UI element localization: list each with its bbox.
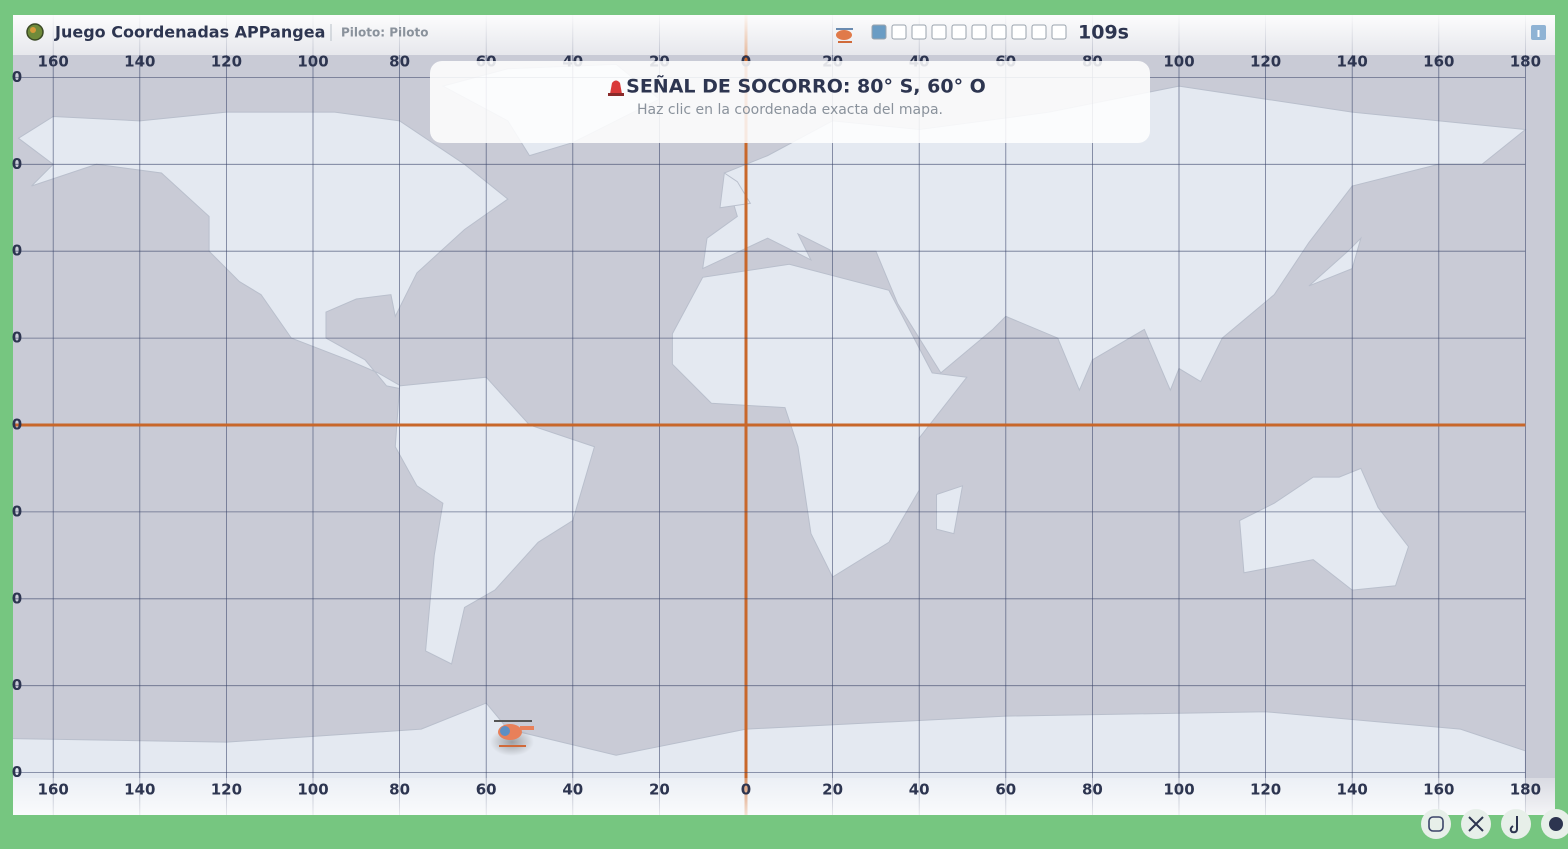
progress-step <box>1011 24 1027 40</box>
bottom-axis-band <box>13 778 1555 815</box>
x-axis-label-bottom: 140 <box>1337 781 1368 799</box>
x-axis-label-top: 180 <box>1510 53 1541 71</box>
x-axis-label-bottom: 80 <box>1082 781 1103 799</box>
x-axis-label-bottom: 160 <box>1423 781 1454 799</box>
progress-step <box>971 24 987 40</box>
x-axis-label-bottom: 140 <box>124 781 155 799</box>
y-axis-label: 0 <box>12 416 22 434</box>
siren-base <box>608 93 624 96</box>
y-axis-label: 0 <box>12 676 22 694</box>
x-axis-label-top: 80 <box>389 53 410 71</box>
progress-step <box>1051 24 1067 40</box>
x-glyph <box>1468 816 1484 832</box>
pilot-name: Piloto: Piloto <box>341 26 428 40</box>
progress <box>871 24 1067 40</box>
timer: 109s <box>1078 22 1129 44</box>
instagram-glyph <box>1428 816 1444 832</box>
x-axis-label-bottom: 100 <box>297 781 328 799</box>
progress-step <box>1031 24 1047 40</box>
x-axis-label-bottom: 40 <box>909 781 930 799</box>
x-axis-label-bottom: 100 <box>1163 781 1194 799</box>
info-glyph <box>1537 30 1540 37</box>
logo-detail <box>30 27 36 33</box>
x-axis-label-bottom: 40 <box>562 781 583 799</box>
x-axis-label-bottom: 160 <box>38 781 69 799</box>
facebook-glyph <box>1549 817 1563 831</box>
y-axis-label: 0 <box>12 763 22 781</box>
x-axis-label-bottom: 120 <box>211 781 242 799</box>
x-axis-label-top: 140 <box>1337 53 1368 71</box>
banner-subtitle: Haz clic en la coordenada exacta del map… <box>637 102 943 118</box>
distress-banner: SEÑAL DE SOCORRO: 80° S, 60° O Haz clic … <box>430 61 1150 143</box>
grid <box>13 15 1526 815</box>
progress-step-done <box>871 24 887 40</box>
x-axis-label-top: 160 <box>1423 53 1454 71</box>
x-axis-label-top: 120 <box>1250 53 1281 71</box>
x-axis-label-bottom: 80 <box>389 781 410 799</box>
madagascar <box>936 485 964 535</box>
australia <box>1239 467 1410 591</box>
banner-card <box>430 61 1150 143</box>
x-axis-label-top: 160 <box>38 53 69 71</box>
y-axis-label: 0 <box>12 329 22 347</box>
y-axis-label: 0 <box>12 68 22 86</box>
x-axis-label-bottom: 120 <box>1250 781 1281 799</box>
south-america <box>394 376 596 665</box>
japan <box>1308 236 1362 287</box>
x-axis-label-top: 100 <box>297 53 328 71</box>
x-axis-label-bottom: 20 <box>822 781 843 799</box>
x-axis-label-bottom: 20 <box>649 781 670 799</box>
siren-icon <box>610 80 622 94</box>
top-bar <box>13 15 1555 55</box>
progress-step <box>991 24 1007 40</box>
x-axis-label-top: 120 <box>211 53 242 71</box>
tiktok-glyph <box>1509 816 1518 834</box>
x-axis-label-bottom: 180 <box>1510 781 1541 799</box>
progress-step <box>891 24 907 40</box>
x-axis-label-bottom: 60 <box>995 781 1016 799</box>
progress-step <box>951 24 967 40</box>
uk <box>719 172 752 209</box>
y-axis-label: 0 <box>12 155 22 173</box>
y-axis-label: 0 <box>12 589 22 607</box>
progress-step <box>911 24 927 40</box>
y-axis-label: 0 <box>12 242 22 260</box>
progress-helicopter-icon <box>836 28 853 43</box>
progress-step <box>931 24 947 40</box>
y-axis-label: 0 <box>12 502 22 520</box>
social-links <box>1421 809 1568 839</box>
x-axis-label-top: 140 <box>124 53 155 71</box>
x-axis-label-bottom: 0 <box>741 781 751 799</box>
banner-title: SEÑAL DE SOCORRO: 80° S, 60° O <box>626 74 986 98</box>
instagram-link[interactable] <box>1421 809 1451 839</box>
x-axis-label-top: 100 <box>1163 53 1194 71</box>
rescue-helicopter <box>490 720 534 756</box>
x-axis-label-bottom: 60 <box>476 781 497 799</box>
app-title: Juego Coordenadas APPangea <box>54 23 325 42</box>
